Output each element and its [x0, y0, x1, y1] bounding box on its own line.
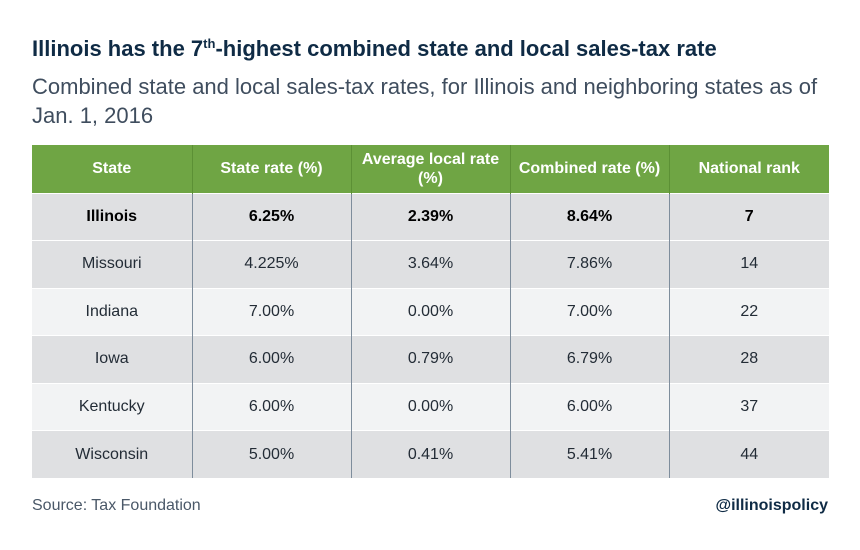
cell-state: Illinois [32, 192, 192, 241]
cell-average-local-rate: 0.00% [350, 287, 510, 336]
cell-state: Wisconsin [32, 430, 192, 478]
cell-average-local-rate: 3.64% [350, 240, 510, 288]
cell-state-rate: 4.225% [191, 240, 351, 288]
cell-state-rate: 7.00% [191, 287, 351, 336]
cell-state-rate: 6.00% [191, 335, 351, 383]
chart-title-prefix: Illinois has the 7 [32, 36, 204, 61]
cell-state-rate: 5.00% [191, 430, 351, 478]
cell-combined-rate: 6.79% [509, 335, 669, 383]
cell-average-local-rate: 0.00% [350, 382, 510, 431]
table-header-row: State State rate (%) Average local rate … [32, 145, 829, 193]
chart-title-suffix: -highest combined state and local sales-… [215, 36, 717, 61]
table-row-indiana: Indiana 7.00% 0.00% 7.00% 22 [32, 287, 829, 336]
chart-subtitle: Combined state and local sales-tax rates… [32, 74, 818, 128]
cell-national-rank: 28 [668, 335, 829, 383]
table-row-illinois: Illinois 6.25% 2.39% 8.64% 7 [32, 192, 829, 241]
cell-national-rank: 14 [668, 240, 829, 288]
cell-combined-rate: 7.86% [509, 240, 669, 288]
cell-state: Iowa [32, 335, 192, 383]
source-note: Source: Tax Foundation [32, 497, 201, 514]
cell-state-rate: 6.25% [191, 192, 351, 241]
column-header-state: State [32, 145, 192, 193]
cell-state-rate: 6.00% [191, 382, 351, 431]
cell-national-rank: 44 [668, 430, 829, 478]
cell-combined-rate: 7.00% [509, 287, 669, 336]
column-header-national-rank: National rank [668, 145, 829, 193]
table-row-missouri: Missouri 4.225% 3.64% 7.86% 14 [32, 240, 829, 288]
cell-state: Kentucky [32, 382, 192, 431]
table-row-wisconsin: Wisconsin 5.00% 0.41% 5.41% 44 [32, 430, 829, 478]
cell-average-local-rate: 0.41% [350, 430, 510, 478]
chart-title-superscript: th [203, 36, 216, 51]
column-header-state-rate: State rate (%) [191, 145, 351, 193]
cell-national-rank: 7 [668, 192, 829, 241]
cell-national-rank: 37 [668, 382, 829, 431]
cell-average-local-rate: 2.39% [350, 192, 510, 241]
cell-national-rank: 22 [668, 287, 829, 336]
table-row-iowa: Iowa 6.00% 0.79% 6.79% 28 [32, 335, 829, 383]
cell-state: Missouri [32, 240, 192, 288]
cell-combined-rate: 6.00% [509, 382, 669, 431]
cell-combined-rate: 5.41% [509, 430, 669, 478]
column-header-combined-rate: Combined rate (%) [509, 145, 669, 193]
cell-average-local-rate: 0.79% [350, 335, 510, 383]
table-row-kentucky: Kentucky 6.00% 0.00% 6.00% 37 [32, 382, 829, 431]
sales-tax-table: State State rate (%) Average local rate … [32, 145, 829, 478]
chart-title: Illinois has the 7th-highest combined st… [32, 36, 717, 62]
social-handle: @illinoispolicy [715, 497, 828, 514]
cell-combined-rate: 8.64% [509, 192, 669, 241]
cell-state: Indiana [32, 287, 192, 336]
column-header-average-local-rate: Average local rate (%) [350, 145, 510, 193]
